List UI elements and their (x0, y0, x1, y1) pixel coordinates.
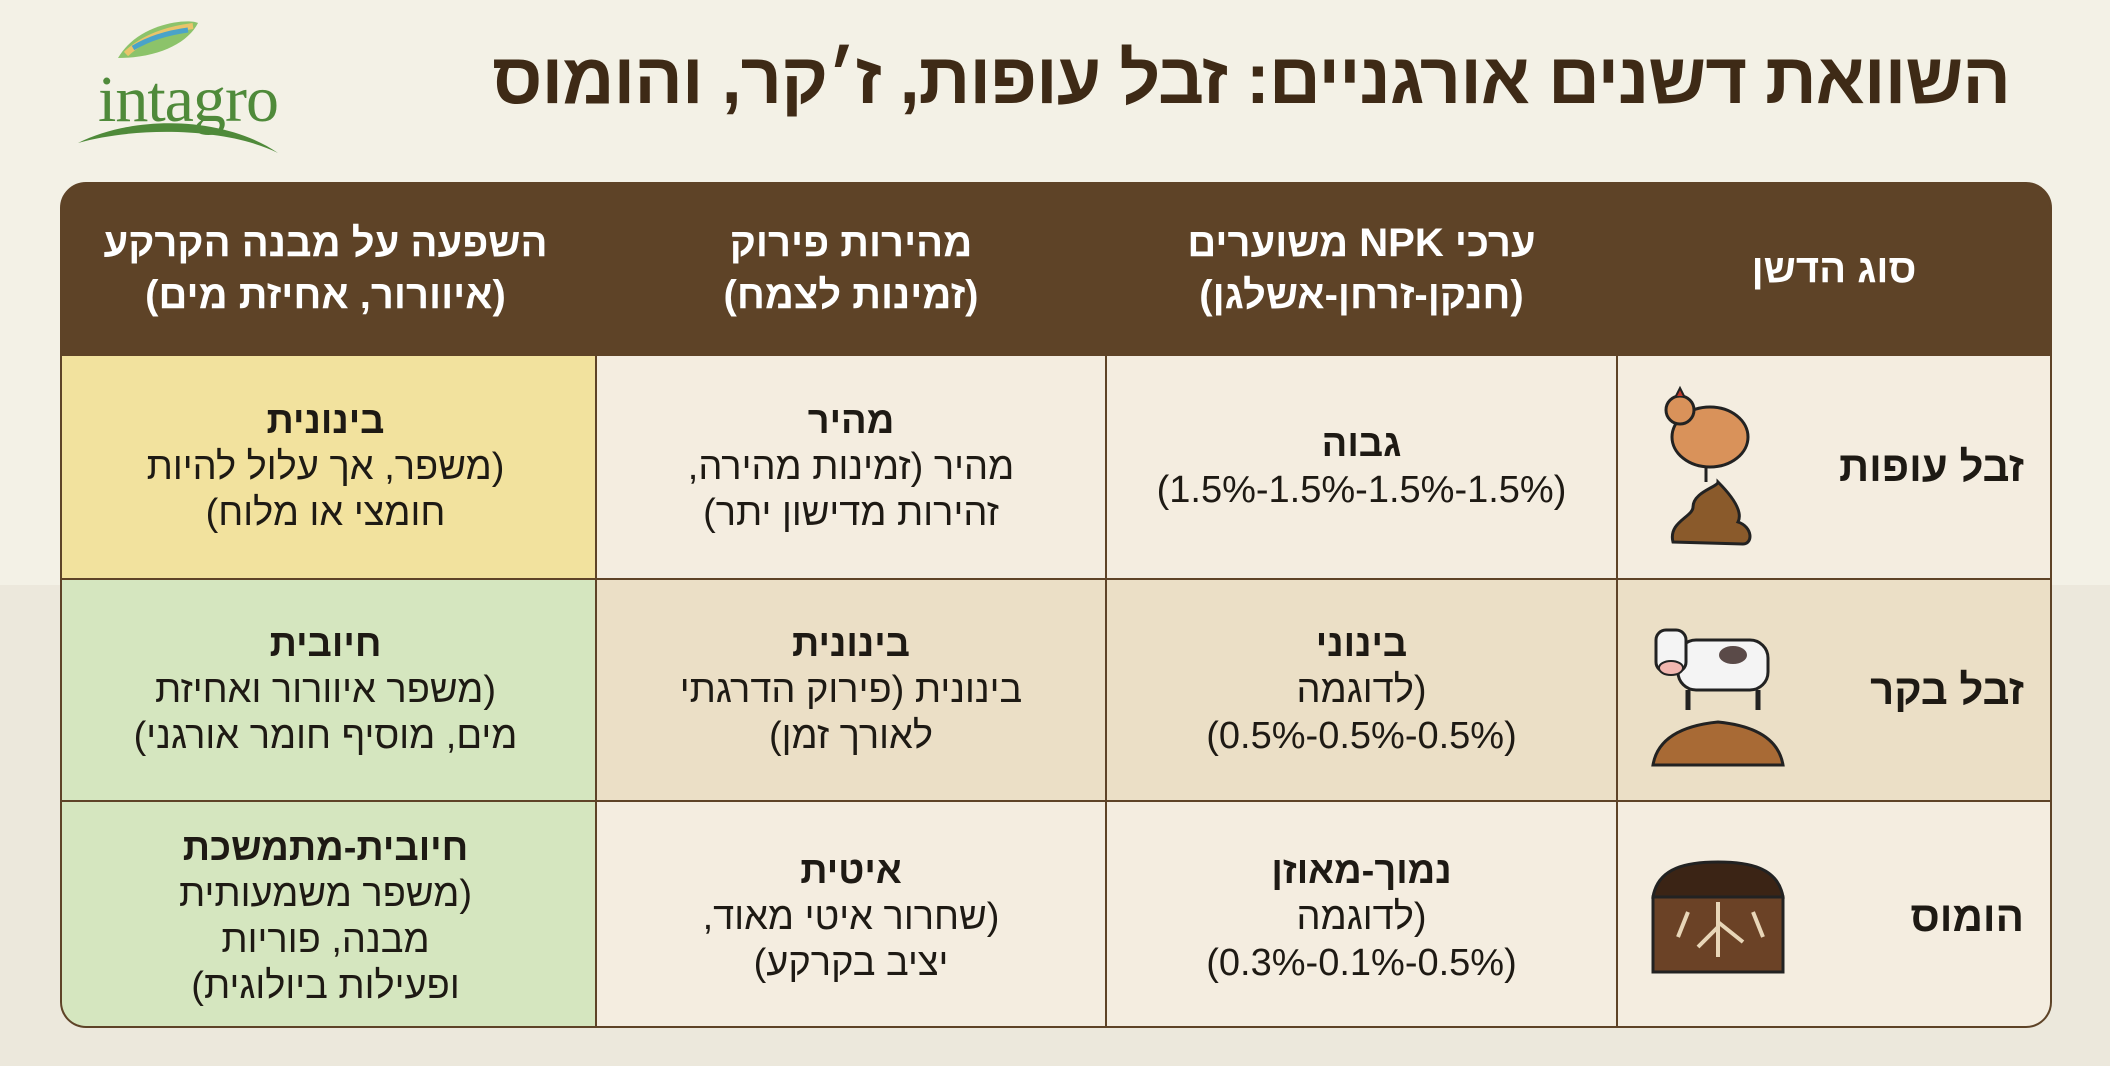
soil-detail: (משפר איוורור ואחיזת מים, מוסיף חומר אור… (133, 669, 518, 757)
intagro-logo: intagro (78, 18, 368, 163)
cow-manure-icon (1651, 628, 1785, 767)
npk-cell: בינוני (לדוגמה (0.5%-0.5%-0.5%) (1107, 580, 1616, 800)
speed-detail: (שחרור איטי מאוד, יציב בקרקע) (702, 896, 1000, 984)
soil-level: חיובית-מתמשכת (182, 827, 469, 869)
npk-cell: גבוה (1.5%-1.5%-1.5%-1.5%) (1107, 356, 1616, 578)
soil-level: חיובית (269, 623, 382, 665)
fertilizer-name: זבל עופות (1838, 443, 2024, 490)
chicken-manure-icon (1664, 385, 1752, 546)
soil-cell: חיובית (משפר איוורור ואחיזת מים, מוסיף ח… (62, 580, 595, 800)
npk-detail: (1.5%-1.5%-1.5%-1.5%) (1156, 469, 1567, 511)
npk-cell: נמוך-מאוזן (לדוגמה (0.5%-0.1%-0.3%) (1107, 802, 1616, 1026)
speed-level: מהיר (807, 400, 895, 442)
speed-level: בינונית (792, 623, 911, 665)
soil-detail: (משפר, אך עלול להיות חומצי או מלוח) (146, 446, 505, 534)
npk-level: בינוני (1315, 623, 1408, 665)
table-row-cow-type: זבל בקר (1618, 580, 2050, 800)
speed-cell: בינונית בינונית (פירוק הדרגתי לאורך זמן) (597, 580, 1105, 800)
header-npk: ערכי NPK משוערים (חנקן-זרחן-אשלגן) (1107, 184, 1616, 354)
logo-text: intagro (98, 63, 279, 136)
header-soil-effect: השפעה על מבנה הקרקע (איוורור, אחיזת מים) (62, 184, 595, 354)
npk-detail: (לדוגמה (0.5%-0.1%-0.3%) (1206, 896, 1517, 984)
npk-level: נמוך-מאוזן (1271, 850, 1452, 892)
header-decomposition: מהירות פירוק (זמינות לצמח) (597, 184, 1105, 354)
fertilizer-name: זבל בקר (1870, 666, 2024, 713)
npk-level: גבוה (1321, 423, 1402, 465)
humus-soil-icon (1651, 860, 1785, 974)
comparison-table: סוג הדשן ערכי NPK משוערים (חנקן-זרחן-אשל… (60, 182, 2052, 1028)
table-row-humus-type: הומוס (1618, 802, 2050, 1026)
leaf-logo-icon (78, 21, 278, 153)
page-title: השוואת דשנים אורגניים: זבל עופות, ז׳קר, … (492, 39, 2011, 119)
speed-detail: בינונית (פירוק הדרגתי לאורך זמן) (679, 669, 1023, 757)
soil-level: בינונית (266, 400, 385, 442)
fertilizer-name: הומוס (1910, 893, 2024, 940)
speed-level: איטית (800, 850, 902, 892)
table-row-chicken-type: זבל עופות (1618, 356, 2050, 578)
soil-cell: בינונית (משפר, אך עלול להיות חומצי או מל… (62, 356, 595, 578)
speed-detail: מהיר (זמינות מהירה, זהירות מדישון יתר) (687, 446, 1015, 534)
soil-detail: (משפר משמעותית מבנה, פוריות ופעילות ביול… (179, 873, 472, 1007)
speed-cell: מהיר מהיר (זמינות מהירה, זהירות מדישון י… (597, 356, 1105, 578)
header-fertilizer-type: סוג הדשן (1618, 184, 2050, 354)
soil-cell: חיובית-מתמשכת (משפר משמעותית מבנה, פוריו… (62, 802, 595, 1026)
npk-detail: (לדוגמה (0.5%-0.5%-0.5%) (1206, 669, 1517, 757)
speed-cell: איטית (שחרור איטי מאוד, יציב בקרקע) (597, 802, 1105, 1026)
